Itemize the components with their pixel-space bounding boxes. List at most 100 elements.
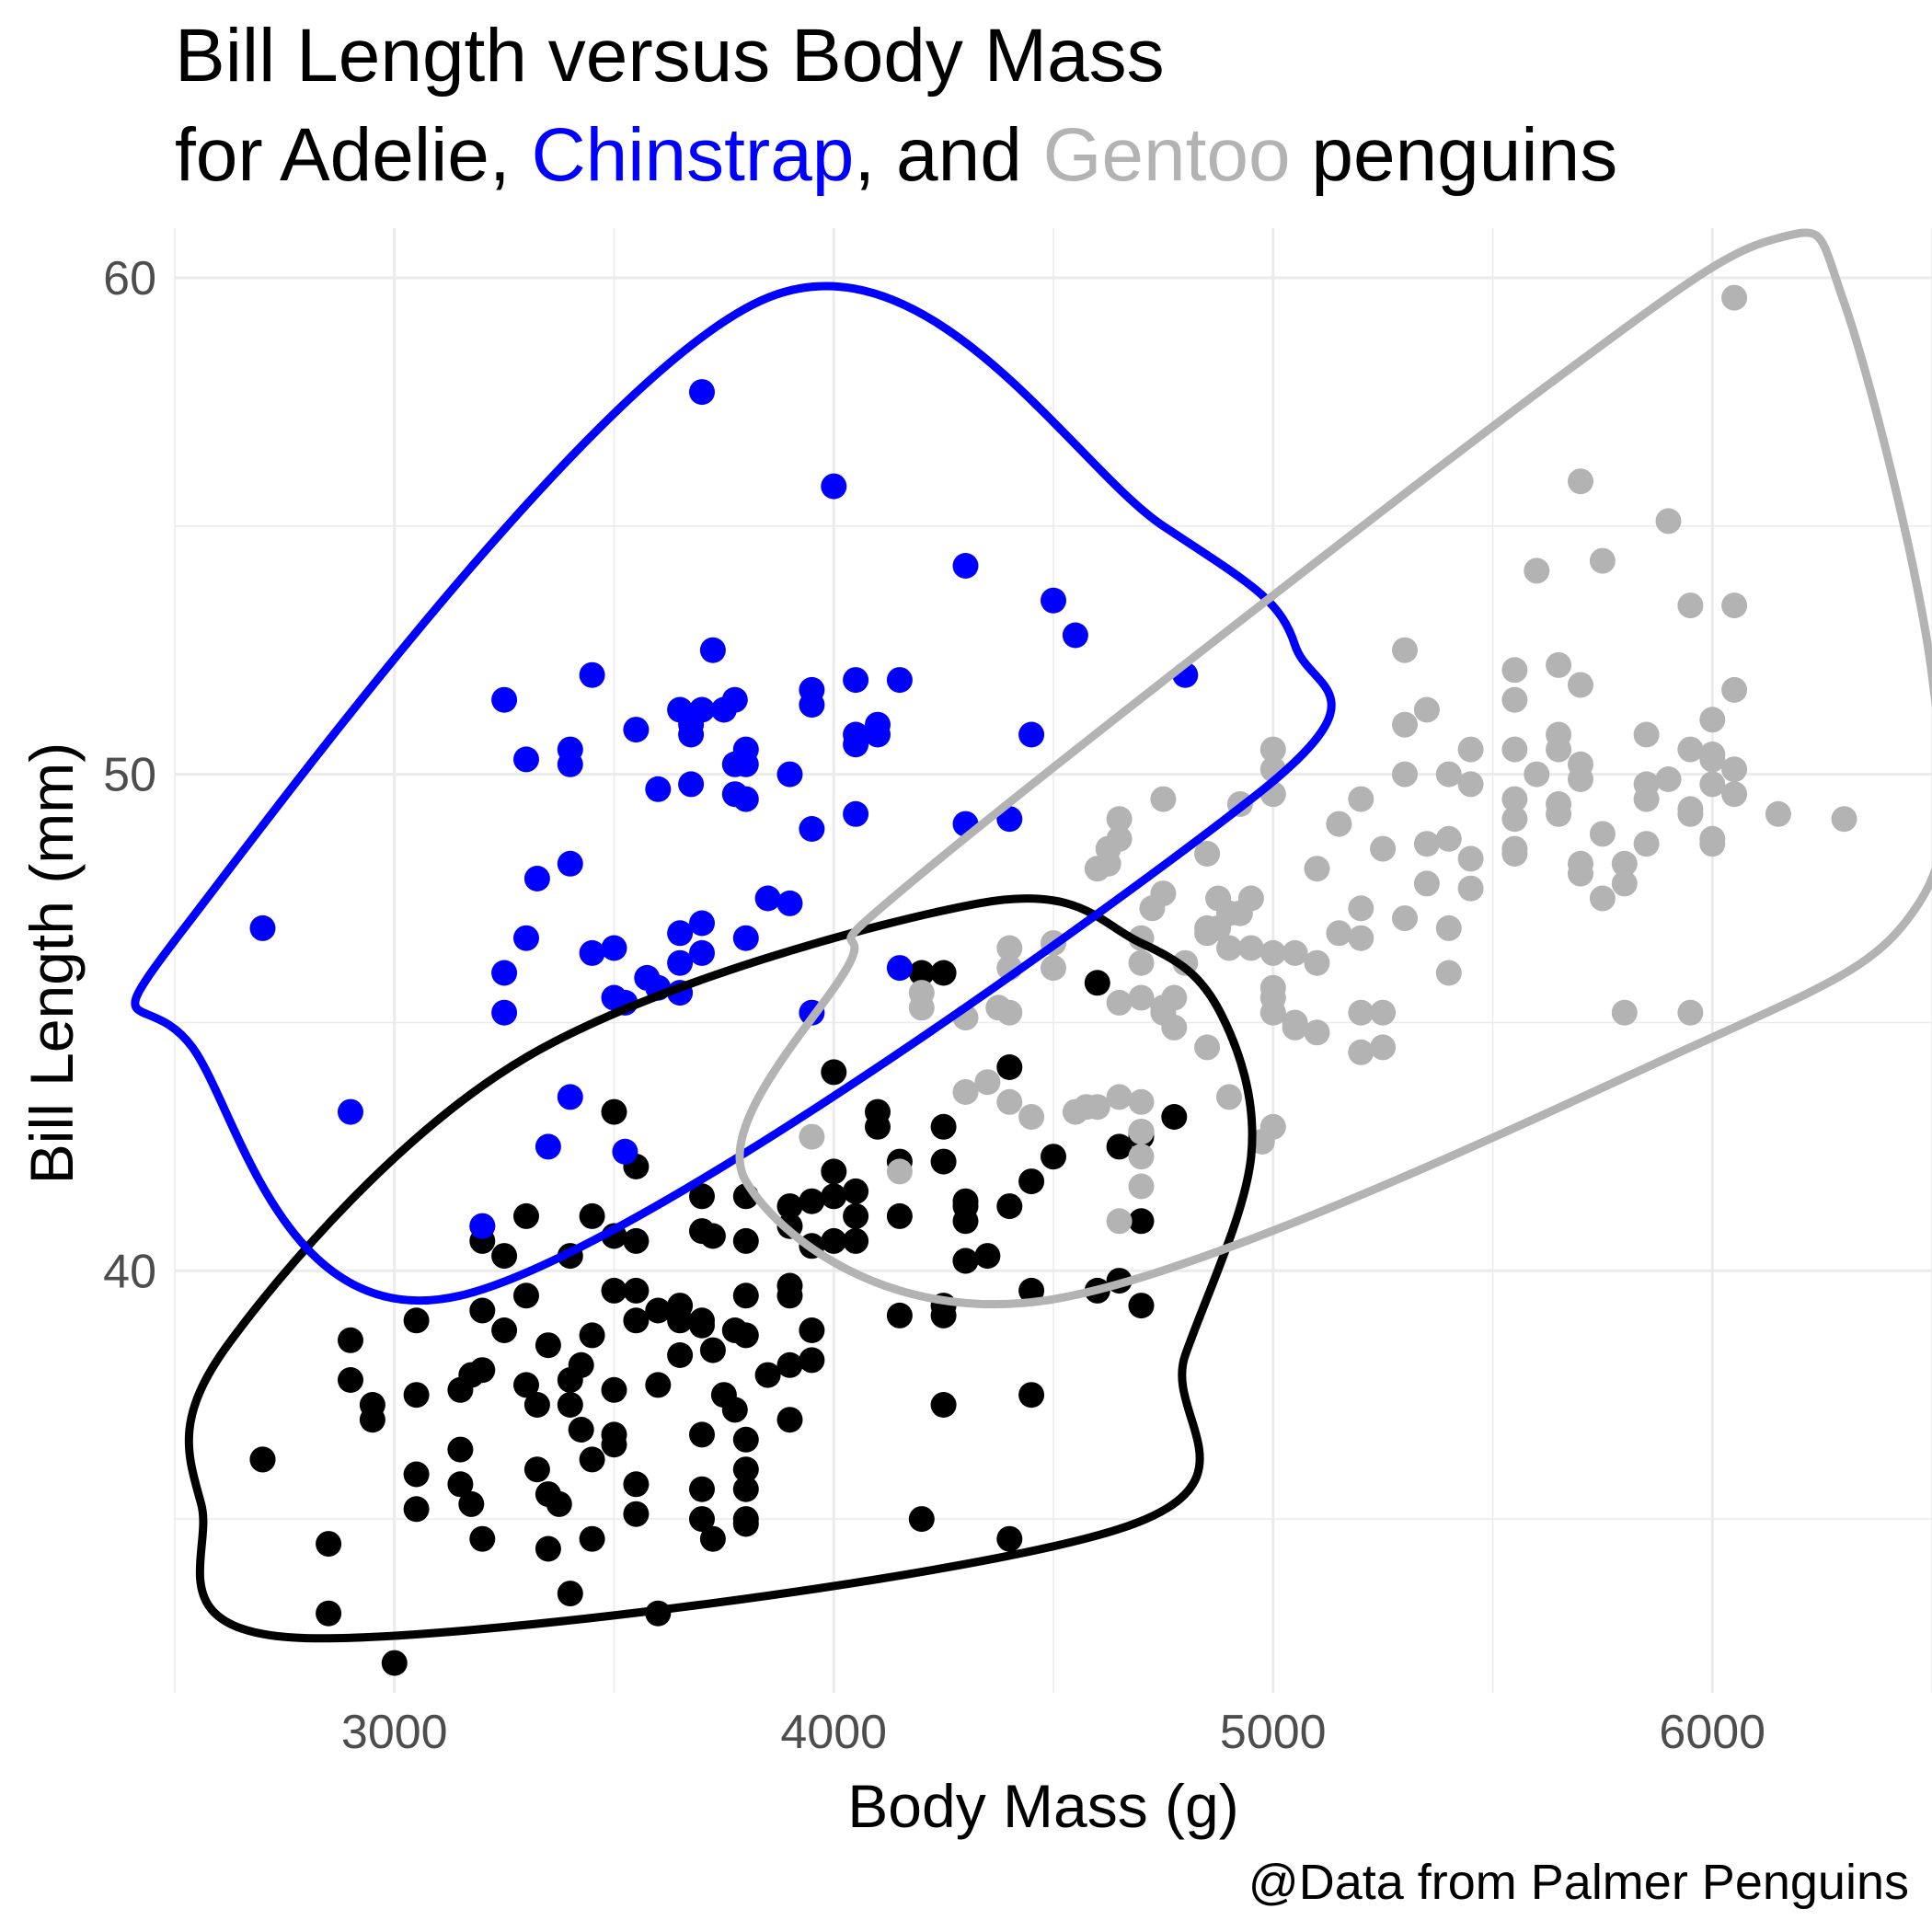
point-gentoo bbox=[1216, 1084, 1242, 1110]
point-gentoo bbox=[1699, 707, 1726, 733]
point-adelie bbox=[1084, 970, 1110, 996]
point-adelie bbox=[843, 1227, 869, 1254]
point-gentoo bbox=[1589, 885, 1616, 912]
point-adelie bbox=[689, 1506, 715, 1533]
point-gentoo bbox=[1457, 771, 1484, 798]
point-adelie bbox=[930, 960, 957, 986]
point-chinstrap bbox=[689, 939, 715, 966]
point-gentoo bbox=[908, 980, 935, 1006]
title-gentoo-word: Gentoo bbox=[1042, 113, 1291, 197]
point-gentoo bbox=[1348, 786, 1374, 812]
point-gentoo bbox=[1831, 806, 1857, 833]
point-adelie bbox=[601, 1098, 627, 1125]
point-gentoo bbox=[1041, 955, 1066, 982]
point-chinstrap bbox=[776, 890, 803, 916]
x-tick-label: 5000 bbox=[1220, 1706, 1327, 1759]
point-adelie bbox=[865, 1098, 891, 1125]
point-gentoo bbox=[1392, 711, 1418, 738]
point-gentoo bbox=[1237, 935, 1264, 961]
point-gentoo bbox=[1304, 856, 1330, 882]
point-chinstrap bbox=[799, 816, 825, 842]
point-adelie bbox=[1128, 1293, 1155, 1319]
point-gentoo bbox=[1128, 1119, 1155, 1145]
title-middle: , and bbox=[854, 113, 1043, 197]
point-gentoo bbox=[1633, 771, 1660, 798]
point-adelie bbox=[458, 1490, 485, 1517]
point-adelie bbox=[821, 1158, 847, 1185]
point-gentoo bbox=[799, 1123, 825, 1150]
point-adelie bbox=[403, 1496, 430, 1523]
point-adelie bbox=[447, 1471, 474, 1498]
point-adelie bbox=[535, 1535, 561, 1562]
point-chinstrap bbox=[732, 786, 759, 812]
point-gentoo bbox=[1765, 800, 1791, 827]
point-gentoo bbox=[1546, 651, 1572, 678]
point-adelie bbox=[381, 1650, 408, 1676]
point-gentoo bbox=[1546, 791, 1572, 817]
point-adelie bbox=[403, 1307, 430, 1334]
point-chinstrap bbox=[952, 553, 979, 579]
point-chinstrap bbox=[513, 925, 539, 951]
point-adelie bbox=[996, 1054, 1023, 1080]
point-adelie bbox=[1018, 1382, 1045, 1409]
point-adelie bbox=[403, 1382, 430, 1409]
point-gentoo bbox=[1392, 905, 1418, 932]
point-chinstrap bbox=[1018, 721, 1045, 748]
point-adelie bbox=[821, 1227, 847, 1254]
point-gentoo bbox=[1106, 1208, 1133, 1235]
point-adelie bbox=[316, 1531, 342, 1558]
point-adelie bbox=[1161, 1104, 1188, 1130]
hull-adelie bbox=[184, 894, 1257, 1643]
point-chinstrap bbox=[513, 746, 539, 773]
point-adelie bbox=[1041, 1144, 1066, 1170]
point-gentoo bbox=[1370, 1034, 1397, 1061]
point-chinstrap bbox=[732, 751, 759, 777]
point-chinstrap bbox=[491, 686, 518, 713]
point-adelie bbox=[689, 1421, 715, 1448]
point-adelie bbox=[930, 1392, 957, 1418]
point-adelie bbox=[689, 1476, 715, 1502]
point-adelie bbox=[579, 1446, 605, 1473]
point-layer bbox=[249, 284, 1857, 1676]
point-adelie bbox=[579, 1525, 605, 1552]
point-gentoo bbox=[1259, 736, 1286, 763]
point-adelie bbox=[535, 1332, 561, 1359]
point-adelie bbox=[601, 1421, 627, 1448]
point-gentoo bbox=[1699, 771, 1726, 798]
point-gentoo bbox=[1677, 592, 1704, 619]
point-gentoo bbox=[1721, 676, 1748, 703]
point-gentoo bbox=[1699, 825, 1726, 852]
point-gentoo bbox=[1018, 1104, 1045, 1130]
point-adelie bbox=[843, 1202, 869, 1229]
point-adelie bbox=[908, 960, 935, 986]
point-chinstrap bbox=[338, 1098, 363, 1125]
point-adelie bbox=[732, 1426, 759, 1453]
point-adelie bbox=[513, 1372, 539, 1398]
point-gentoo bbox=[1568, 766, 1593, 792]
point-gentoo bbox=[886, 1158, 913, 1185]
point-adelie bbox=[776, 1407, 803, 1433]
point-gentoo bbox=[1721, 284, 1748, 311]
point-gentoo bbox=[1721, 756, 1748, 783]
point-adelie bbox=[799, 1188, 825, 1214]
point-gentoo bbox=[1106, 825, 1133, 852]
point-adelie bbox=[699, 1525, 726, 1552]
point-adelie bbox=[546, 1490, 572, 1517]
point-chinstrap bbox=[667, 949, 694, 976]
point-gentoo bbox=[1348, 1039, 1374, 1065]
point-adelie bbox=[623, 1307, 650, 1334]
point-adelie bbox=[568, 1351, 594, 1378]
point-adelie bbox=[996, 1193, 1023, 1220]
point-gentoo bbox=[1435, 960, 1462, 986]
point-gentoo bbox=[1501, 657, 1528, 684]
point-chinstrap bbox=[776, 761, 803, 788]
point-gentoo bbox=[1501, 786, 1528, 812]
point-gentoo bbox=[1348, 925, 1374, 951]
point-gentoo bbox=[1259, 974, 1286, 1001]
point-gentoo bbox=[1370, 835, 1397, 862]
point-gentoo bbox=[1721, 781, 1748, 808]
point-gentoo bbox=[1161, 1014, 1188, 1041]
point-gentoo bbox=[1106, 806, 1133, 833]
point-chinstrap bbox=[689, 696, 715, 723]
point-adelie bbox=[601, 1376, 627, 1403]
